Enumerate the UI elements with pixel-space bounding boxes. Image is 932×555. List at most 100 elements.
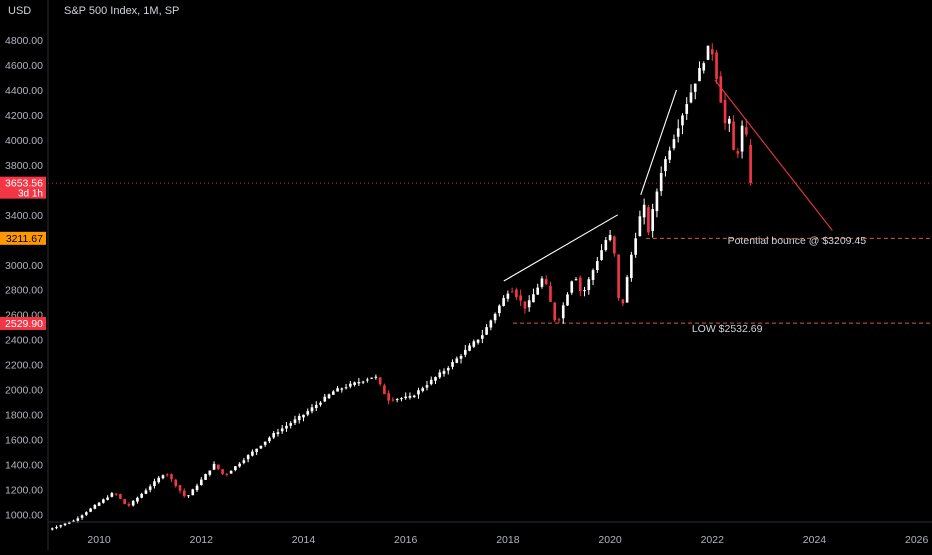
candle-body xyxy=(217,464,220,470)
candle xyxy=(285,422,288,432)
candle-body xyxy=(502,298,505,306)
candle xyxy=(595,256,599,273)
candle-body xyxy=(553,302,557,321)
candle xyxy=(272,431,276,440)
candle-body xyxy=(664,159,667,172)
candle-body xyxy=(481,335,484,339)
trendline-2018-2020[interactable] xyxy=(503,214,619,282)
candle xyxy=(630,251,633,282)
candle-body xyxy=(617,254,620,299)
low-level-tag-label: 2529.90 xyxy=(5,318,43,330)
candle xyxy=(55,525,58,530)
candle xyxy=(408,392,412,400)
candle xyxy=(536,283,540,295)
candle-body xyxy=(417,390,420,395)
bounce-level-tag[interactable]: 3211.67 xyxy=(0,231,46,245)
candle xyxy=(400,397,403,402)
candle xyxy=(417,387,420,399)
candle-body xyxy=(408,395,412,398)
candle-body xyxy=(510,291,514,293)
candle xyxy=(93,503,97,510)
candle xyxy=(587,276,591,295)
candle-body xyxy=(191,489,195,496)
candle-body xyxy=(659,172,663,192)
candle-body xyxy=(246,455,250,460)
candle xyxy=(527,295,531,312)
candle xyxy=(165,473,169,477)
candle-body xyxy=(587,279,591,290)
y-tick-label: 2400.00 xyxy=(5,335,43,347)
x-tick-label: 2020 xyxy=(598,534,622,546)
candle xyxy=(302,414,305,422)
candle-body xyxy=(463,349,467,355)
candle xyxy=(506,290,510,302)
candle xyxy=(672,134,676,151)
candle xyxy=(655,188,659,218)
candle-body xyxy=(715,52,718,79)
candle xyxy=(493,312,497,324)
candle xyxy=(344,383,348,390)
candle-body xyxy=(161,475,165,479)
candle-body xyxy=(174,479,178,487)
candle-body xyxy=(357,382,361,384)
candle xyxy=(80,514,84,520)
candle-body xyxy=(114,493,118,495)
candle xyxy=(404,392,408,400)
candle xyxy=(749,139,752,186)
candle xyxy=(106,495,109,501)
candle xyxy=(268,436,271,444)
candle xyxy=(566,292,569,306)
candle-body xyxy=(63,523,67,526)
candle-body xyxy=(455,358,459,363)
trendline-2020-2021[interactable] xyxy=(640,89,678,196)
y-axis-unit-label: USD xyxy=(8,5,31,17)
candle-body xyxy=(76,518,80,521)
x-tick-label: 2014 xyxy=(292,534,316,546)
candle xyxy=(178,484,182,494)
candle xyxy=(349,380,352,389)
y-tick-label: 4800.00 xyxy=(5,35,43,47)
candle xyxy=(127,502,131,508)
candle-body xyxy=(144,490,148,494)
candle xyxy=(693,83,697,100)
candle xyxy=(170,473,173,483)
candle xyxy=(208,470,212,477)
candle-body xyxy=(187,495,190,497)
candle-body xyxy=(676,128,680,137)
candle xyxy=(429,376,433,386)
candle-body xyxy=(693,83,697,92)
candle-body xyxy=(638,216,642,237)
candle-body xyxy=(259,445,263,449)
candle-body xyxy=(519,295,522,301)
candle xyxy=(651,203,654,238)
candle-body xyxy=(251,451,254,456)
candle-body xyxy=(323,396,327,402)
candle xyxy=(323,393,327,403)
candle-body xyxy=(80,515,84,518)
candle xyxy=(438,369,442,379)
candle xyxy=(647,204,650,236)
downtrend-projection[interactable] xyxy=(714,79,833,231)
low-level-tag[interactable]: 2529.90 xyxy=(0,316,46,330)
candle xyxy=(395,398,399,403)
candle-body xyxy=(630,254,633,279)
candle xyxy=(289,421,293,429)
candle-body xyxy=(395,399,399,401)
candle-body xyxy=(719,76,723,103)
candle xyxy=(532,288,535,303)
candle xyxy=(442,368,446,377)
candle-body xyxy=(706,45,710,60)
candle-body xyxy=(647,207,650,233)
candle-body xyxy=(157,477,161,483)
candle xyxy=(702,61,706,74)
candle xyxy=(613,235,616,257)
candle xyxy=(557,317,561,323)
candle-body xyxy=(276,432,280,435)
candle-body xyxy=(93,505,97,509)
candle xyxy=(370,377,373,379)
candle-body xyxy=(745,127,748,135)
potential-bounce-annotation: Potential bounce @ $3209.45 xyxy=(728,235,867,247)
